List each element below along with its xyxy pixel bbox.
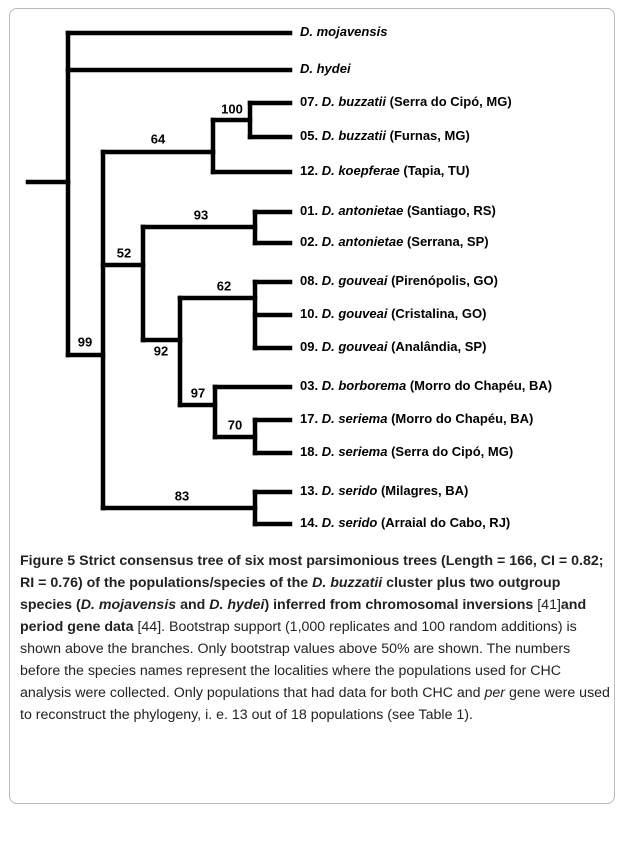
leaf-locality: (Analândia, SP) (391, 339, 486, 354)
caption-text: Strict consensus tree of six most parsim… (20, 553, 604, 591)
leaf-label: 02. D. antonietae (Serrana, SP) (300, 234, 489, 249)
caption-text: and (176, 597, 210, 613)
bootstrap-value: 92 (154, 343, 168, 358)
leaf-locality: (Serrana, SP) (407, 234, 489, 249)
bootstrap-value: 83 (175, 488, 189, 503)
caption-text: [44]. Bootstrap support (1,000 replicate… (20, 619, 577, 701)
leaf-species: D. seriema (322, 444, 388, 459)
caption-label: Figure 5 (20, 553, 76, 569)
leaf-species: D. antonietae (322, 203, 404, 218)
bootstrap-value: 52 (117, 245, 131, 260)
bootstrap-value: 97 (191, 385, 205, 400)
caption: Figure 5 Strict consensus tree of six mo… (20, 550, 610, 726)
leaf-species: D. serido (322, 515, 378, 530)
leaf-number: 05. (300, 128, 318, 143)
leaf-locality: (Serra do Cipó, MG) (390, 94, 512, 109)
leaf-label: D. hydei (300, 61, 351, 76)
leaf-label: 03. D. borborema (Morro do Chapéu, BA) (300, 378, 552, 393)
leaf-locality: (Cristalina, GO) (391, 306, 486, 321)
leaf-locality: (Arraial do Cabo, RJ) (381, 515, 510, 530)
caption-text: ) inferred from chromosomal inversions (264, 597, 534, 613)
leaf-locality: (Morro do Chapéu, BA) (391, 411, 533, 426)
leaf-species: D. hydei (300, 61, 351, 76)
caption-text: per (484, 685, 506, 701)
caption-text: [41] (533, 597, 561, 613)
leaf-species: D. koepferae (322, 163, 400, 178)
leaf-label: D. mojavensis (300, 24, 387, 39)
caption-text: D. mojavensis (80, 597, 177, 613)
leaf-label: 14. D. serido (Arraial do Cabo, RJ) (300, 515, 510, 530)
leaf-locality: (Pirenópolis, GO) (391, 273, 498, 288)
bootstrap-value: 62 (217, 278, 231, 293)
bootstrap-value: 99 (78, 334, 92, 349)
caption-text: and period gene data (20, 597, 587, 635)
leaf-label: 12. D. koepferae (Tapia, TU) (300, 163, 470, 178)
bootstrap-value: 93 (194, 207, 208, 222)
leaf-species: D. antonietae (322, 234, 404, 249)
caption-text: gene were used to reconstruct the phylog… (20, 685, 610, 723)
leaf-species: D. buzzatii (322, 128, 387, 143)
leaf-species: D. gouveai (322, 339, 388, 354)
leaf-label: 17. D. seriema (Morro do Chapéu, BA) (300, 411, 533, 426)
leaf-number: 10. (300, 306, 318, 321)
leaf-label: 08. D. gouveai (Pirenópolis, GO) (300, 273, 498, 288)
leaf-species: D. borborema (322, 378, 407, 393)
phylogeny: D. mojavensis D. hydei 07. D. buzzatii (Se… (25, 24, 552, 530)
bootstrap-value: 100 (221, 101, 243, 116)
bootstrap-value: 70 (228, 417, 242, 432)
leaf-locality: (Milagres, BA) (381, 483, 468, 498)
caption-text: D. hydei (209, 597, 265, 613)
caption-text: D. buzzatii (312, 575, 383, 591)
leaf-number: 17. (300, 411, 318, 426)
leaf-species: D. serido (322, 483, 378, 498)
leaf-number: 03. (300, 378, 318, 393)
leaf-label: 01. D. antonietae (Santiago, RS) (300, 203, 496, 218)
leaf-number: 01. (300, 203, 318, 218)
leaf-number: 12. (300, 163, 318, 178)
figure-frame (9, 8, 615, 804)
leaf-species: D. buzzatii (322, 94, 387, 109)
leaf-label: 07. D. buzzatii (Serra do Cipó, MG) (300, 94, 512, 109)
leaf-number: 13. (300, 483, 318, 498)
leaf-locality: (Serra do Cipó, MG) (391, 444, 513, 459)
leaf-number: 18. (300, 444, 318, 459)
leaf-label: 09. D. gouveai (Analândia, SP) (300, 339, 486, 354)
leaf-number: 02. (300, 234, 318, 249)
leaf-number: 07. (300, 94, 318, 109)
leaf-species: D. seriema (322, 411, 388, 426)
leaf-label: 18. D. seriema (Serra do Cipó, MG) (300, 444, 513, 459)
leaf-number: 09. (300, 339, 318, 354)
leaf-number: 08. (300, 273, 318, 288)
leaf-label: 13. D. serido (Milagres, BA) (300, 483, 468, 498)
leaf-locality: (Furnas, MG) (390, 128, 470, 143)
leaf-label: 05. D. buzzatii (Furnas, MG) (300, 128, 470, 143)
leaf-species: D. gouveai (322, 306, 388, 321)
caption-text: cluster plus two outgroup species ( (20, 575, 561, 613)
leaf-species: D. gouveai (322, 273, 388, 288)
leaf-number: 14. (300, 515, 318, 530)
bootstrap-value: 64 (151, 131, 166, 146)
leaf-locality: (Morro do Chapéu, BA) (410, 378, 552, 393)
leaf-label: 10. D. gouveai (Cristalina, GO) (300, 306, 486, 321)
leaf-species: D. mojavensis (300, 24, 387, 39)
leaf-locality: (Tapia, TU) (403, 163, 469, 178)
leaf-locality: (Santiago, RS) (407, 203, 496, 218)
